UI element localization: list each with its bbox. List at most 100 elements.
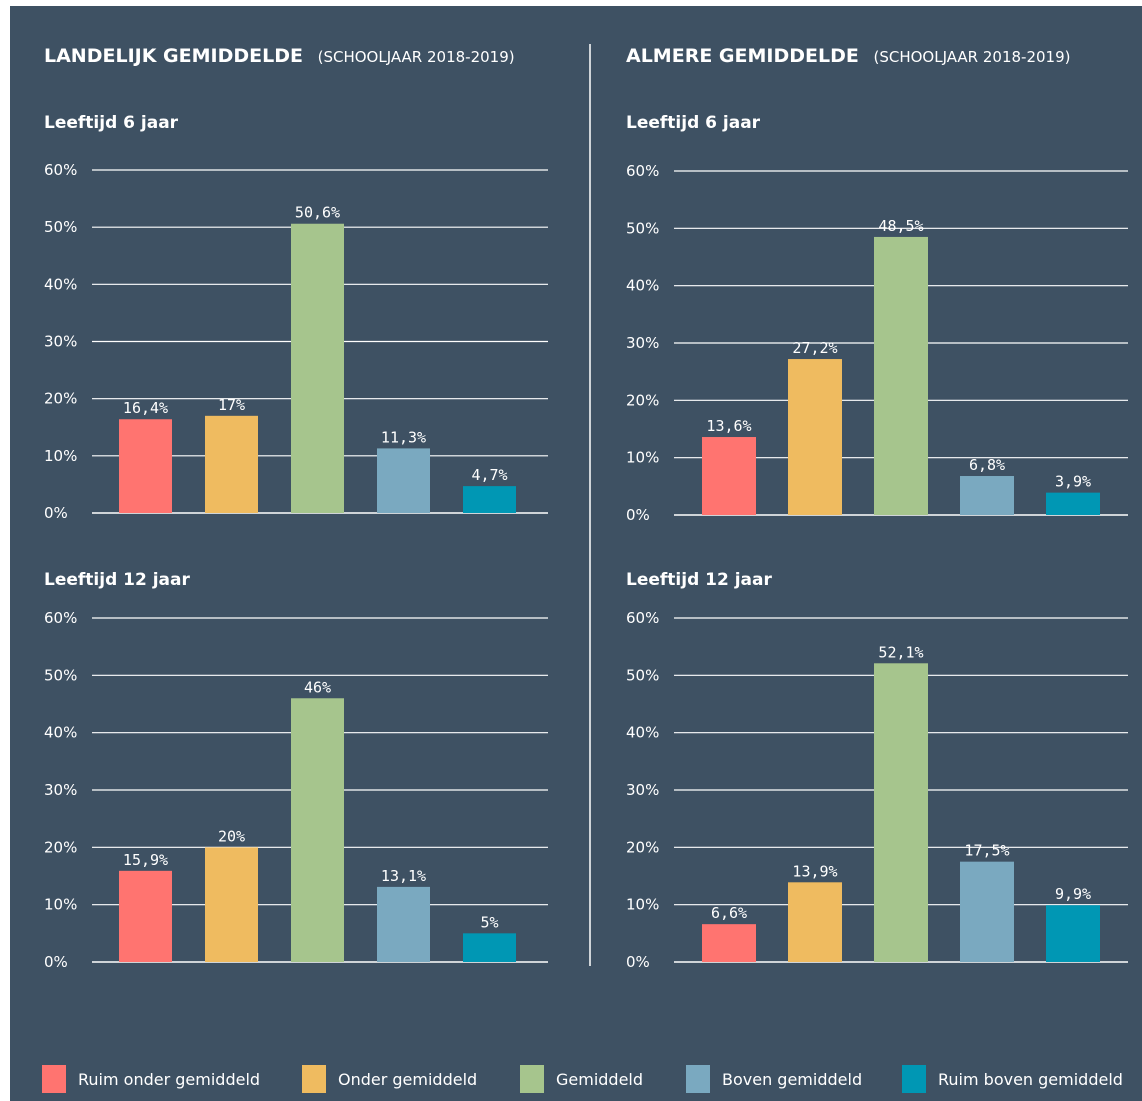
legend-item-boven: Boven gemiddeld (686, 1063, 862, 1095)
y-tick-label: 10% (44, 447, 77, 465)
bar (377, 886, 430, 962)
y-tick-label: 10% (626, 896, 659, 914)
bar (119, 419, 172, 513)
bar-value-label: 48,5% (878, 217, 923, 235)
y-tick-label: 20% (626, 838, 659, 856)
chart-almere-12-jaar: Leeftijd 12 jaar 0% 10% 20% 30% 40% 50% 60% 6,6%… (626, 570, 1128, 971)
bar-value-label: 5% (480, 913, 498, 931)
panel-title-main: LANDELIJK GEMIDDELDE (44, 45, 303, 67)
bar-value-label: 13,1% (381, 867, 426, 885)
y-tick-label: 50% (626, 666, 659, 684)
y-tick-label: 20% (626, 391, 659, 409)
legend-swatch (302, 1065, 326, 1093)
bar (291, 223, 344, 513)
legend-item-gemiddeld: Gemiddeld (520, 1063, 643, 1095)
bar (960, 476, 1014, 515)
y-tick-label: 0% (626, 506, 650, 524)
y-tick-label: 40% (44, 275, 77, 293)
y-tick-label: 20% (44, 390, 77, 408)
y-tick-label: 50% (44, 666, 77, 684)
bar-value-label: 17% (218, 396, 245, 414)
bar-value-label: 20% (218, 827, 245, 845)
bar (463, 933, 516, 962)
chart-title: Leeftijd 6 jaar (44, 113, 179, 133)
legend-label: Ruim boven gemiddeld (938, 1069, 1123, 1089)
y-tick-label: 0% (44, 504, 68, 522)
panel-title-landelijk: LANDELIJK GEMIDDELDE (SCHOOLJAAR 2018-20… (44, 45, 515, 67)
legend-swatch (42, 1065, 66, 1093)
bar (788, 882, 842, 962)
y-tick-label: 40% (626, 724, 659, 742)
bar-value-label: 27,2% (792, 339, 837, 357)
y-tick-label: 30% (626, 781, 659, 799)
bar-value-label: 50,6% (295, 204, 340, 222)
legend-label: Ruim onder gemiddeld (78, 1069, 261, 1089)
bar-value-label: 6,6% (711, 904, 747, 922)
bar-value-label: 9,9% (1055, 885, 1091, 903)
bar-value-label: 3,9% (1055, 473, 1091, 491)
bar (119, 870, 172, 962)
bar (960, 861, 1014, 962)
bar (205, 847, 258, 962)
chart-almere-6-jaar: Leeftijd 6 jaar 0% 10% 20% 30% 40% 50% 60% 13,6%… (626, 113, 1128, 524)
y-tick-label: 40% (626, 277, 659, 295)
bar (874, 236, 928, 515)
chart-title: Leeftijd 12 jaar (44, 570, 191, 590)
legend-swatch (902, 1065, 926, 1093)
y-tick-label: 50% (626, 219, 659, 237)
legend-label: Gemiddeld (556, 1069, 644, 1089)
bar (788, 359, 842, 515)
panel-title-sub: (SCHOOLJAAR 2018-2019) (318, 48, 515, 66)
bar-value-label: 46% (304, 678, 331, 696)
bar-value-label: 17,5% (964, 842, 1009, 860)
chart-title: Leeftijd 12 jaar (626, 570, 773, 590)
y-tick-label: 60% (44, 609, 77, 627)
y-tick-label: 40% (44, 724, 77, 742)
y-tick-label: 30% (44, 333, 77, 351)
legend-swatch (686, 1065, 710, 1093)
bar-value-label: 6,8% (969, 456, 1005, 474)
y-tick-label: 30% (626, 334, 659, 352)
bar (1046, 905, 1100, 962)
y-tick-label: 10% (44, 896, 77, 914)
y-tick-label: 0% (626, 953, 650, 971)
legend-item-ruim-boven: Ruim boven gemiddeld (902, 1063, 1123, 1095)
bar-value-label: 16,4% (123, 399, 168, 417)
bar-value-label: 4,7% (471, 466, 507, 484)
y-tick-label: 30% (44, 781, 77, 799)
chart-landelijk-12-jaar: Leeftijd 12 jaar 0% 10% 20% 30% 40% 50% 60% 15,9… (44, 570, 548, 971)
y-tick-label: 60% (44, 161, 77, 179)
panel-title-main: ALMERE GEMIDDELDE (626, 45, 859, 67)
bar (463, 486, 516, 513)
y-tick-label: 60% (626, 609, 659, 627)
bar-value-label: 13,6% (706, 417, 751, 435)
y-tick-label: 10% (626, 449, 659, 467)
legend-item-ruim-onder: Ruim onder gemiddeld (42, 1063, 260, 1095)
legend-item-onder: Onder gemiddeld (302, 1063, 477, 1095)
y-tick-label: 60% (626, 162, 659, 180)
bar (702, 924, 756, 962)
chart-title: Leeftijd 6 jaar (626, 113, 761, 133)
legend-swatch (520, 1065, 544, 1093)
legend-label: Onder gemiddeld (338, 1069, 478, 1089)
y-tick-label: 0% (44, 953, 68, 971)
bar (874, 663, 928, 962)
panel-title-almere: ALMERE GEMIDDELDE (SCHOOLJAAR 2018-2019) (626, 45, 1070, 67)
bar-value-label: 11,3% (381, 428, 426, 446)
bar (702, 437, 756, 515)
bar (291, 698, 344, 962)
bar-value-label: 15,9% (123, 851, 168, 869)
y-tick-label: 20% (44, 838, 77, 856)
panel-title-sub: (SCHOOLJAAR 2018-2019) (873, 48, 1070, 66)
bar (205, 415, 258, 513)
bar (377, 448, 430, 513)
y-tick-label: 50% (44, 218, 77, 236)
legend: Ruim onder gemiddeld Onder gemiddeld Gem… (0, 1063, 1142, 1095)
legend-label: Boven gemiddeld (722, 1069, 863, 1089)
bar (1046, 492, 1100, 515)
chart-landelijk-6-jaar: Leeftijd 6 jaar 0% 10% 20% 30% 40% 50% 60% 16,4%… (44, 113, 548, 522)
bar-value-label: 52,1% (878, 643, 923, 661)
bar-value-label: 13,9% (792, 862, 837, 880)
